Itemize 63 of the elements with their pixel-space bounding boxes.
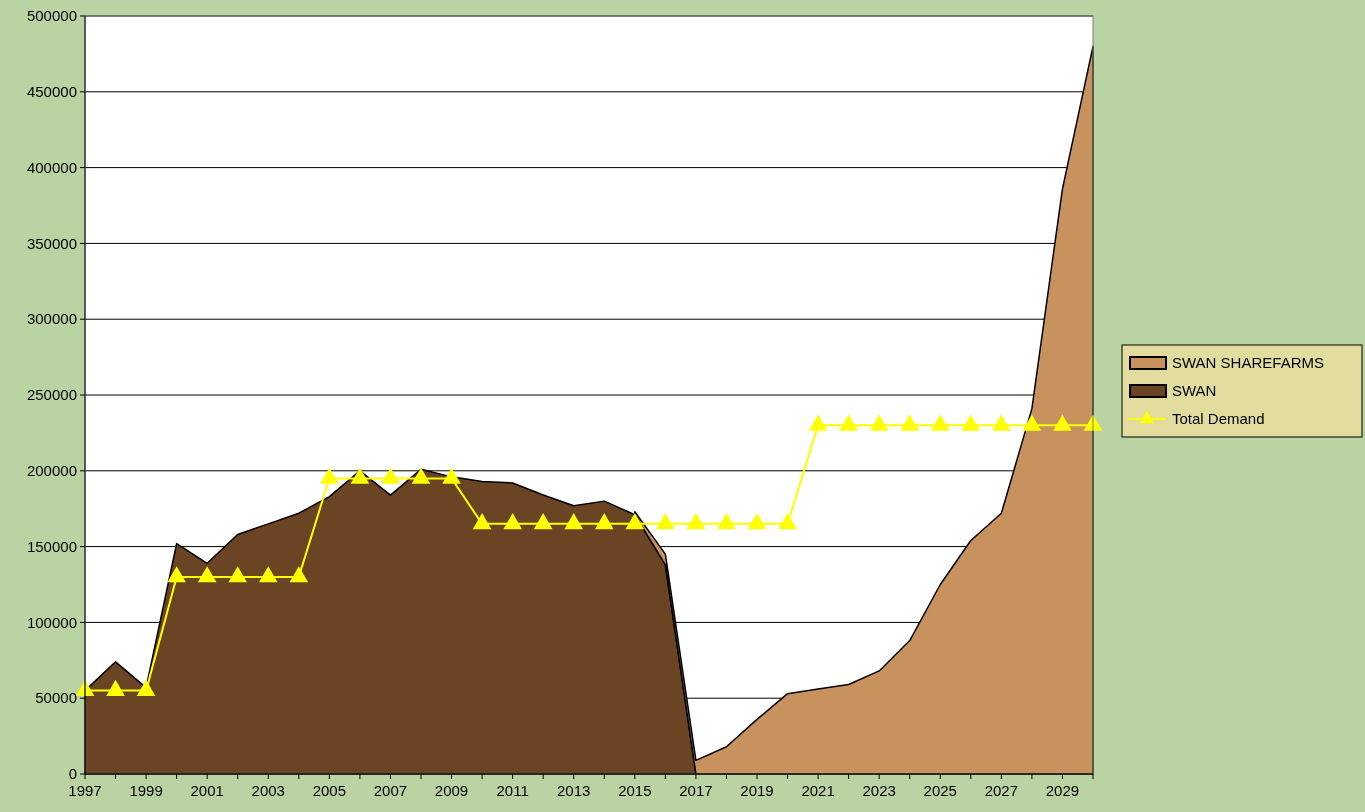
- point: [472, 513, 492, 530]
- x-tick-label: 1999: [129, 782, 163, 799]
- x-tick-label: 2007: [373, 782, 408, 799]
- point: [289, 566, 309, 583]
- point: [808, 414, 828, 431]
- point: [625, 513, 645, 530]
- point: [594, 513, 614, 530]
- point: [930, 414, 950, 431]
- y-tick-label: 50000: [35, 689, 77, 707]
- y-tick-label: 200000: [26, 462, 77, 480]
- point: [1022, 414, 1042, 431]
- point: [258, 566, 278, 583]
- x-tick-label: 2001: [190, 782, 224, 799]
- point: [136, 679, 156, 696]
- point: [106, 679, 125, 696]
- point: [411, 467, 431, 484]
- x-tick-label: 2023: [862, 782, 896, 799]
- point: [167, 566, 186, 583]
- x-tick-label: 2027: [984, 782, 1019, 799]
- point: [320, 467, 339, 484]
- y-tick-label: 0: [68, 765, 77, 783]
- y-tick-label: 300000: [26, 310, 77, 328]
- point: [992, 414, 1011, 431]
- x-tick-label: 2019: [740, 782, 774, 799]
- x-tick-label: 2013: [557, 782, 591, 799]
- x-tick-label: 2025: [923, 782, 957, 799]
- y-tick-label: 400000: [26, 158, 77, 176]
- legend-label: Total Demand: [1172, 410, 1265, 428]
- point: [442, 467, 461, 484]
- point: [350, 467, 370, 484]
- x-tick-label: 2009: [434, 782, 469, 799]
- x-tick-label: 1997: [68, 782, 102, 799]
- y-tick-label: 250000: [26, 386, 77, 404]
- x-tick-label: 2005: [312, 782, 347, 799]
- y-tick-label: 100000: [26, 613, 77, 631]
- point: [869, 414, 889, 431]
- point: [381, 467, 400, 484]
- point: [503, 513, 522, 530]
- point: [197, 566, 217, 583]
- y-tick-label: 500000: [26, 7, 77, 25]
- x-tick-label: 2017: [679, 782, 713, 799]
- x-tick-label: 2011: [496, 782, 529, 799]
- y-tick-label: 350000: [26, 234, 77, 252]
- x-tick-label: 2029: [1045, 782, 1080, 799]
- point: [747, 513, 767, 530]
- point: [533, 513, 553, 530]
- point: [228, 566, 248, 583]
- x-tick-label: 2015: [618, 782, 652, 799]
- x-tick-label: 2021: [801, 782, 835, 799]
- point: [717, 513, 736, 530]
- point: [900, 414, 920, 431]
- x-tick-label: 2003: [251, 782, 285, 799]
- point: [778, 513, 797, 530]
- point: [961, 414, 981, 431]
- point: [656, 513, 675, 530]
- legend-label: SWAN: [1172, 382, 1217, 400]
- legend-label: SWAN SHAREFARMS: [1172, 354, 1324, 372]
- point: [686, 513, 706, 530]
- point: [564, 513, 584, 530]
- point: [1053, 414, 1072, 431]
- point: [839, 414, 858, 431]
- y-tick-label: 150000: [26, 537, 77, 555]
- y-tick-label: 450000: [26, 83, 77, 101]
